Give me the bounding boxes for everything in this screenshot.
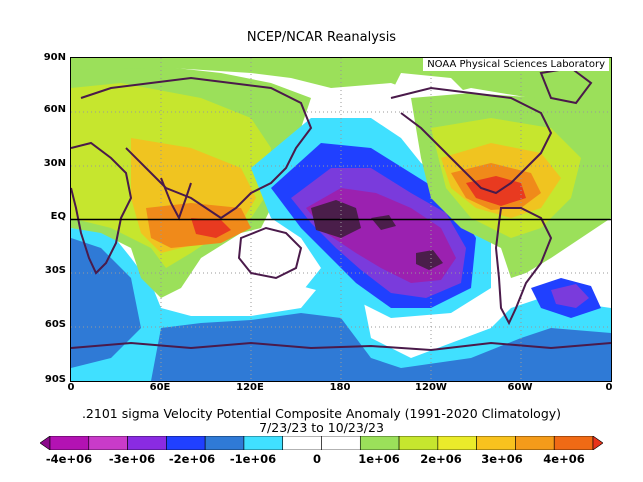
colorbar-label: -2e+06 [168, 452, 216, 466]
africa-coast [71, 141, 133, 275]
colorbar-label: 2e+06 [420, 452, 462, 466]
australia-coast [237, 226, 303, 280]
arctic-green [71, 58, 611, 138]
colorbar-cell [204, 436, 245, 450]
north-america-coast [390, 86, 553, 195]
lon-label-180: 180 [329, 382, 351, 393]
lat-label-60n: 60N [43, 104, 66, 115]
colorbar-cell [166, 436, 206, 450]
india-coast [160, 177, 192, 221]
colorbar-label: 0 [312, 452, 322, 466]
colorbar-cell [476, 436, 516, 450]
caption-line-2: 7/23/23 to 10/23/23 [259, 420, 384, 435]
antarctica-coast [71, 341, 611, 352]
colorbar-cells [40, 436, 603, 450]
pacific-dark-core-east [416, 250, 443, 270]
southern-band-blue [151, 313, 611, 381]
lat-label-60s: 60S [44, 319, 66, 330]
colorbar-label: -1e+06 [229, 452, 277, 466]
lon-label-120e: 120E [236, 382, 264, 393]
lat-label-30s: 30S [44, 265, 66, 276]
lon-label-0-east: 0 [605, 382, 613, 393]
colorbar-cell [88, 436, 128, 450]
colorbar-cell [243, 436, 284, 450]
colorbar-cell [359, 436, 400, 450]
lat-label-90n: 90N [43, 52, 66, 63]
colorbar-cell [515, 436, 555, 450]
colorbar-cell [282, 436, 322, 450]
colorbar-label: 3e+06 [481, 452, 523, 466]
credit-label: NOAA Physical Sciences Laboratory [423, 58, 609, 71]
colorbar-cell [437, 436, 477, 450]
velocity-potential-map [71, 58, 611, 381]
colorbar [40, 436, 603, 450]
southern-ocean-blue [71, 238, 141, 368]
lon-label-60e: 60E [149, 382, 171, 393]
lon-label-60w: 60W [507, 382, 533, 393]
coastlines [71, 66, 611, 352]
south-america-coast [494, 207, 553, 326]
lon-label-0: 0 [67, 382, 75, 393]
colorbar-cell [398, 436, 439, 450]
colorbar-cell [40, 436, 51, 450]
colorbar-cell [592, 436, 603, 450]
colorbar-label: 4e+06 [543, 452, 585, 466]
colorbar-label: -4e+06 [45, 452, 93, 466]
colorbar-label: 1e+06 [358, 452, 400, 466]
lat-label-30n: 30N [43, 158, 66, 169]
lon-label-120w: 120W [415, 382, 447, 393]
map-panel: NOAA Physical Sciences Laboratory [70, 57, 612, 382]
lat-label-eq: EQ [50, 211, 66, 222]
colorbar-label: -3e+06 [108, 452, 156, 466]
caption-line-1: .2101 sigma Velocity Potential Composite… [81, 406, 562, 421]
indian-ocean-red [191, 218, 231, 238]
colorbar-cell [49, 436, 90, 450]
map-title: NCEP/NCAR Reanalysis [246, 30, 397, 45]
lat-label-90s: 90S [44, 374, 66, 385]
south-indian-white [151, 283, 316, 316]
south-atlantic-purple [551, 284, 589, 308]
colorbar-cell [321, 436, 361, 450]
colorbar-cell [127, 436, 167, 450]
colorbar-cell [553, 436, 594, 450]
